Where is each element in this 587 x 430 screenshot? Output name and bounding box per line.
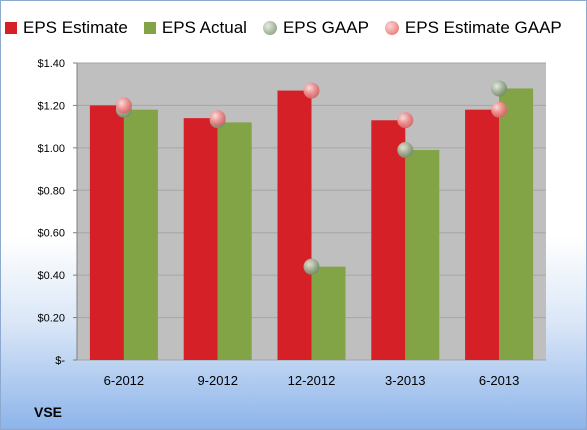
bar-eps-actual	[311, 266, 346, 360]
bar-eps-estimate	[89, 105, 124, 360]
legend-label-eps-actual: EPS Actual	[161, 18, 247, 37]
bar-eps-actual	[123, 109, 158, 361]
legend-swatch-eps-estimate	[5, 22, 17, 34]
legend-label-eps-estimate: EPS Estimate	[23, 18, 128, 37]
marker-eps-gaap	[491, 80, 508, 97]
legend-swatch-eps-actual	[143, 22, 156, 34]
bar-eps-estimate	[371, 120, 406, 361]
marker-eps-gaap	[397, 141, 414, 158]
y-tick-label: $-	[55, 355, 65, 367]
legend-item-eps-estimate: EPS Estimate	[5, 18, 128, 38]
ticker-label: VSE	[34, 404, 63, 420]
marker-eps-estimate-gaap	[115, 97, 132, 114]
legend-item-eps-actual: EPS Actual	[143, 18, 247, 38]
y-tick-label: $0.60	[37, 228, 65, 240]
chart-legend: EPS Estimate EPS Actual EPS GAAP EPS Est…	[5, 15, 586, 41]
marker-eps-gaap	[303, 258, 320, 275]
y-tick-label: $0.20	[37, 313, 65, 325]
marker-eps-estimate-gaap	[397, 112, 414, 129]
bar-eps-actual	[217, 122, 252, 361]
y-tick-label: $1.20	[37, 100, 65, 112]
marker-eps-estimate-gaap	[491, 101, 508, 118]
legend-swatch-eps-estimate-gaap	[384, 21, 399, 35]
x-tick-label: 6-2012	[104, 373, 144, 388]
legend-label-eps-gaap: EPS GAAP	[282, 18, 369, 37]
y-tick-label: $0.40	[37, 270, 65, 282]
y-tick-label: $1.40	[37, 58, 65, 70]
x-tick-label: 3-2013	[385, 373, 425, 388]
bar-eps-actual	[405, 149, 440, 360]
legend-label-eps-estimate-gaap: EPS Estimate GAAP	[404, 18, 562, 37]
bar-eps-actual	[499, 88, 534, 360]
marker-eps-estimate-gaap	[209, 110, 226, 127]
bar-eps-estimate	[465, 109, 500, 361]
y-tick-label: $1.00	[37, 143, 65, 155]
marker-eps-estimate-gaap	[303, 82, 320, 99]
x-tick-label: 6-2013	[479, 373, 519, 388]
bar-eps-estimate	[277, 90, 312, 360]
legend-swatch-eps-gaap	[262, 21, 277, 35]
x-tick-label: 12-2012	[288, 373, 336, 388]
legend-item-eps-gaap: EPS GAAP	[262, 18, 369, 38]
x-tick-label: 9-2012	[197, 373, 237, 388]
legend-item-eps-estimate-gaap: EPS Estimate GAAP	[384, 18, 562, 38]
bar-eps-estimate	[183, 118, 218, 361]
y-tick-label: $0.80	[37, 185, 65, 197]
